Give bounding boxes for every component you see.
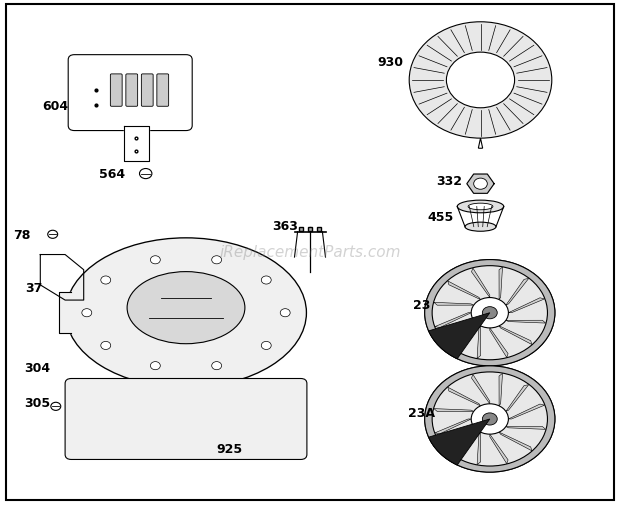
Polygon shape [451, 427, 474, 453]
Polygon shape [506, 279, 529, 306]
Text: 930: 930 [378, 56, 404, 69]
Circle shape [140, 169, 152, 179]
Circle shape [261, 342, 271, 350]
Polygon shape [490, 328, 508, 358]
Polygon shape [59, 293, 71, 333]
Polygon shape [506, 321, 546, 323]
Polygon shape [448, 281, 480, 300]
Polygon shape [434, 303, 474, 306]
Circle shape [482, 307, 497, 319]
Polygon shape [467, 175, 494, 194]
Text: 363: 363 [272, 220, 298, 233]
Polygon shape [477, 326, 481, 359]
FancyBboxPatch shape [68, 56, 192, 131]
Circle shape [51, 402, 61, 411]
Text: 304: 304 [24, 361, 50, 374]
Circle shape [101, 276, 111, 284]
Circle shape [471, 298, 508, 328]
Ellipse shape [468, 204, 493, 211]
Polygon shape [477, 432, 481, 465]
Wedge shape [479, 139, 482, 149]
Circle shape [261, 276, 271, 284]
Polygon shape [435, 313, 471, 328]
Ellipse shape [458, 201, 503, 214]
Wedge shape [428, 419, 490, 465]
Polygon shape [448, 387, 480, 406]
Polygon shape [435, 419, 471, 434]
Polygon shape [499, 374, 502, 406]
Text: 455: 455 [427, 211, 453, 224]
Circle shape [409, 23, 552, 139]
Ellipse shape [127, 272, 245, 344]
Ellipse shape [66, 238, 306, 388]
Text: 23A: 23A [408, 407, 435, 420]
Polygon shape [508, 298, 544, 313]
Circle shape [446, 53, 515, 109]
Text: 564: 564 [99, 168, 125, 181]
Wedge shape [428, 313, 490, 359]
Circle shape [211, 362, 221, 370]
Circle shape [280, 309, 290, 317]
FancyBboxPatch shape [157, 75, 169, 107]
Polygon shape [508, 404, 544, 419]
Polygon shape [499, 326, 532, 345]
Circle shape [151, 256, 161, 264]
Polygon shape [499, 268, 502, 300]
Polygon shape [471, 375, 490, 404]
Circle shape [471, 404, 508, 434]
Ellipse shape [465, 223, 496, 232]
Circle shape [211, 256, 221, 264]
Circle shape [425, 260, 555, 366]
FancyBboxPatch shape [126, 75, 138, 107]
Text: 78: 78 [14, 228, 31, 241]
Polygon shape [490, 434, 508, 464]
Text: 925: 925 [216, 442, 242, 455]
Circle shape [82, 309, 92, 317]
Text: 305: 305 [24, 396, 50, 410]
Text: iReplacementParts.com: iReplacementParts.com [219, 245, 401, 260]
Text: 23: 23 [413, 298, 430, 311]
Polygon shape [471, 269, 490, 298]
Text: 604: 604 [43, 99, 69, 113]
Circle shape [482, 413, 497, 425]
Polygon shape [506, 427, 546, 429]
FancyBboxPatch shape [65, 379, 307, 460]
Text: 332: 332 [436, 174, 463, 187]
Text: 37: 37 [25, 281, 43, 294]
Circle shape [48, 231, 58, 239]
Polygon shape [499, 432, 532, 451]
Polygon shape [451, 321, 474, 347]
Polygon shape [506, 385, 529, 412]
Circle shape [101, 342, 111, 350]
Polygon shape [40, 255, 84, 300]
Polygon shape [434, 409, 474, 412]
FancyBboxPatch shape [110, 75, 122, 107]
Circle shape [425, 366, 555, 472]
Circle shape [151, 362, 161, 370]
Polygon shape [124, 126, 149, 162]
FancyBboxPatch shape [141, 75, 153, 107]
Circle shape [474, 179, 487, 190]
